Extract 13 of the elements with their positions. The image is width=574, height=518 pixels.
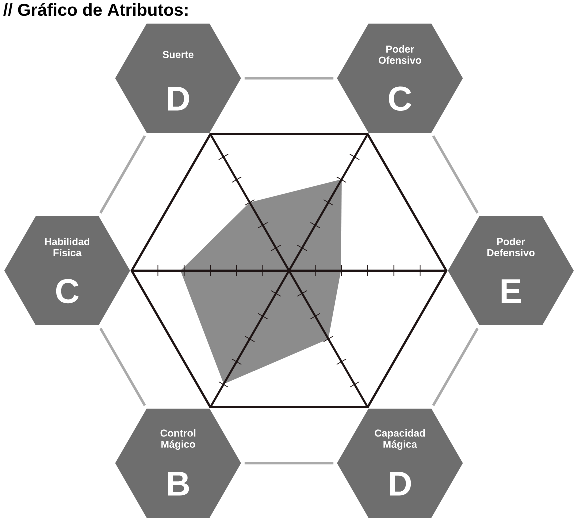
spoke-label: Habilidad Física [45,238,90,257]
text: C [56,279,79,304]
spoke-label: Poder Defensivo [488,238,535,257]
spoke-label: Capacidad Mágica [375,429,426,450]
spoke-label: Poder Ofensivo [378,46,422,64]
text: D [168,87,190,111]
text: E [502,280,522,304]
text: D [390,472,412,496]
spoke-label: Suerte [162,51,194,58]
text: B [168,472,190,496]
text: C [389,86,412,112]
spoke-label: Control Mágico [160,429,196,450]
chart-title: // Gráfico de Atributos: [4,3,188,16]
